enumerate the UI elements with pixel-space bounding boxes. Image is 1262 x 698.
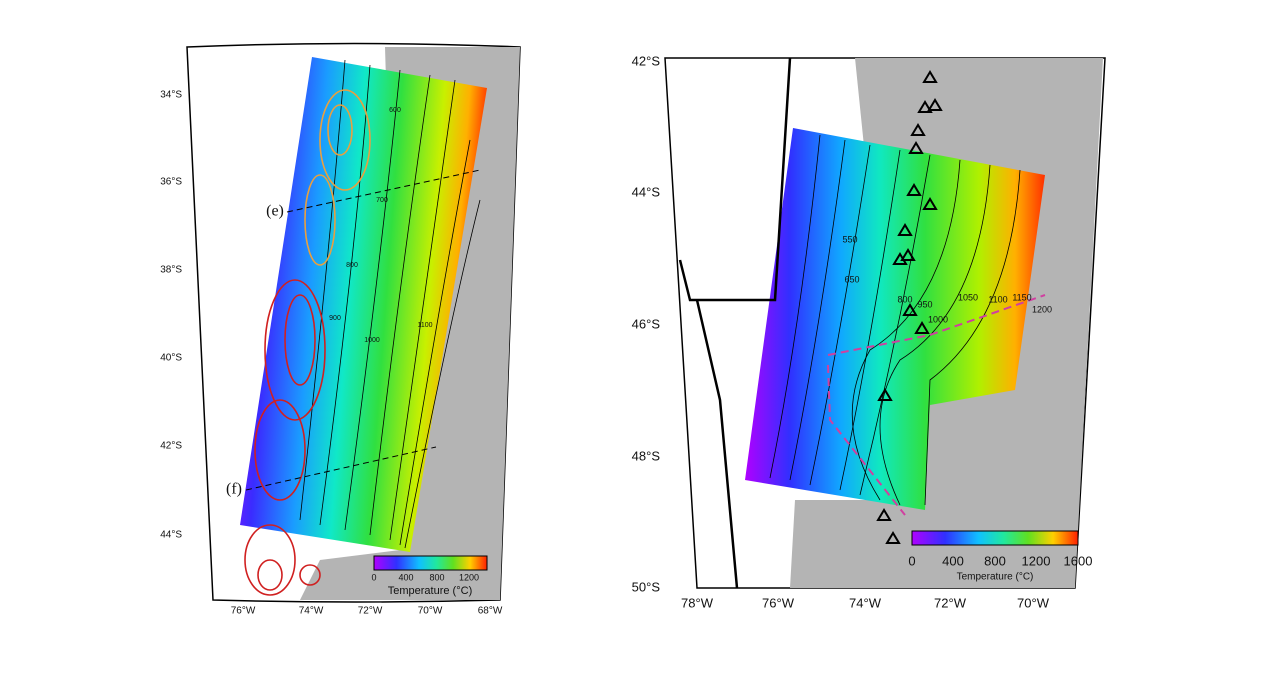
contour-label: 1000	[364, 337, 380, 344]
longitude-label: 72°W	[934, 595, 967, 610]
longitude-label: 76°W	[231, 606, 256, 617]
colorbar	[911, 530, 1079, 546]
colorbar-title: Temperature (°C)	[388, 585, 472, 597]
profile-label: (f)	[226, 481, 242, 498]
colorbar-tick: 800	[429, 572, 444, 582]
profile-label: (e)	[266, 203, 284, 220]
latitude-label: 44°S	[632, 184, 661, 199]
right-map	[664, 57, 1106, 589]
longitude-label: 72°W	[358, 606, 383, 617]
latitude-label: 48°S	[632, 448, 661, 463]
longitude-label: 70°W	[1017, 595, 1050, 610]
contour-label: 1050	[958, 292, 978, 302]
profile-line	[245, 446, 437, 491]
contours	[769, 134, 1021, 506]
contour-label: 700	[376, 197, 388, 204]
latitude-label: 46°S	[632, 316, 661, 331]
dashed-boundary	[827, 294, 1046, 356]
temperature-field	[240, 57, 487, 552]
colorbar-tick: 1600	[1064, 553, 1093, 568]
contour-label: 1200	[1032, 304, 1052, 314]
longitude-label: 74°W	[849, 595, 882, 610]
contour-label: 800	[346, 262, 358, 269]
colorbar-tick: 1200	[459, 572, 479, 582]
latitude-label: 36°S	[160, 177, 182, 188]
profile-line	[286, 169, 481, 213]
dashed-boundary	[827, 364, 906, 516]
volcanoes	[876, 70, 943, 544]
red-contours	[244, 279, 326, 596]
contour-label: 950	[917, 299, 932, 309]
longitude-label: 78°W	[681, 595, 714, 610]
latitude-label: 50°S	[632, 579, 661, 594]
contour-label: 550	[842, 234, 857, 244]
contour-label: 1000	[928, 314, 948, 324]
orange-contours	[304, 89, 371, 266]
colorbar	[373, 555, 488, 571]
longitude-label: 76°W	[762, 595, 795, 610]
left-map	[186, 42, 521, 603]
latitude-label: 40°S	[160, 353, 182, 364]
contour-label: 800	[897, 294, 912, 304]
contours	[299, 59, 481, 549]
plate-boundary	[678, 57, 792, 302]
colorbar-tick: 1200	[1022, 553, 1051, 568]
temperature-field	[745, 128, 1045, 510]
latitude-label: 42°S	[632, 53, 661, 68]
contour-label: 600	[389, 107, 401, 114]
colorbar-tick: 400	[398, 572, 413, 582]
colorbar-title: Temperature (°C)	[957, 572, 1034, 583]
longitude-label: 74°W	[299, 606, 324, 617]
colorbar-tick: 800	[984, 553, 1006, 568]
plate-boundary	[695, 299, 739, 589]
contour-label: 1100	[417, 322, 432, 329]
colorbar-tick: 0	[908, 553, 915, 568]
latitude-label: 42°S	[160, 441, 182, 452]
longitude-label: 70°W	[418, 606, 443, 617]
contour-label: 650	[844, 274, 859, 284]
latitude-label: 38°S	[160, 265, 182, 276]
longitude-label: 68°W	[478, 606, 503, 617]
contour-label: 1100	[988, 294, 1007, 304]
latitude-label: 34°S	[160, 90, 182, 101]
contour-label: 900	[329, 315, 341, 322]
colorbar-tick: 400	[942, 553, 964, 568]
latitude-label: 44°S	[160, 530, 182, 541]
contour-label: 1150	[1012, 292, 1031, 302]
colorbar-tick: 0	[371, 572, 376, 582]
